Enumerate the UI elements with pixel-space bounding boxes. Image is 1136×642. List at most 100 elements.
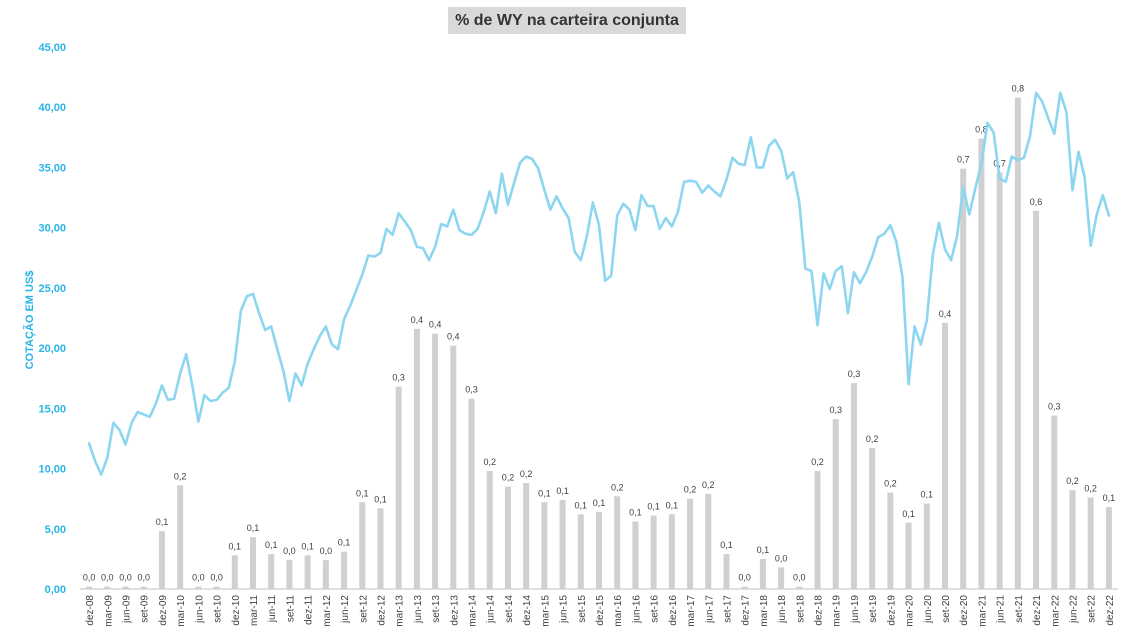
bar-data-label: 0,0: [119, 573, 132, 583]
x-tick-label: set-14: [504, 595, 515, 623]
x-tick-labels: dez-08 mar-09 jun-09 set-09 dez-09 mar-10 jun-…: [85, 595, 1116, 627]
bar: [377, 508, 384, 589]
bar-data-labels: 0,0 0,0 0,0 0,0 0,1 0,2 0,0 0,0 0,1 0,1 0,1 0,0 0,1 0…: [83, 84, 1115, 583]
bar-data-label: 0,1: [720, 540, 733, 550]
bar-data-label: 0,1: [156, 517, 169, 527]
chart-title: % de WY na carteira conjunta: [448, 7, 686, 34]
x-tick-label: set-16: [650, 595, 661, 623]
bar-data-label: 0,4: [447, 332, 460, 342]
bar: [996, 172, 1003, 590]
x-tick-label: set-09: [140, 595, 151, 623]
x-tick-label: set-12: [358, 595, 369, 623]
bar-data-label: 0,0: [192, 573, 205, 583]
x-tick-label: jun-16: [631, 595, 642, 624]
x-tick-label: mar-16: [613, 595, 624, 627]
x-tick-label: dez-22: [1105, 595, 1116, 626]
bar: [250, 537, 256, 589]
bar: [923, 503, 930, 589]
bar: [1051, 415, 1058, 589]
x-tick-label: mar-17: [686, 595, 697, 627]
bar: [304, 555, 311, 589]
bar-data-label: 0,1: [1103, 493, 1116, 503]
x-tick-label: jun-21: [996, 595, 1007, 624]
bar: [341, 551, 348, 589]
x-tick-label: set-19: [868, 595, 879, 623]
x-tick-label: mar-12: [322, 595, 333, 627]
bar-data-label: 0,0: [210, 573, 223, 583]
bar-data-label: 0,2: [866, 434, 879, 444]
bar: [213, 586, 220, 589]
bar-data-label: 0,3: [392, 373, 405, 383]
bar-data-label: 0,1: [356, 488, 369, 498]
y-tick-label: 15,00: [38, 403, 66, 415]
bar-data-label: 0,2: [884, 479, 897, 489]
y-tick-label: 5,00: [45, 524, 66, 536]
bar: [122, 586, 129, 589]
x-tick-label: mar-18: [759, 595, 770, 627]
bar: [395, 386, 402, 589]
x-tick-label: jun-20: [923, 595, 934, 624]
bar: [741, 586, 748, 589]
bar: [177, 485, 184, 589]
bar: [158, 531, 165, 589]
bar: [286, 560, 293, 589]
y-tick-label: 25,00: [38, 283, 66, 295]
bar: [577, 514, 584, 589]
x-tick-label: dez-15: [595, 595, 606, 626]
x-tick-label: mar-10: [176, 595, 187, 627]
bar: [1014, 97, 1021, 589]
x-tick-label: dez-09: [158, 595, 169, 626]
bar: [104, 586, 111, 589]
bar: [632, 521, 639, 589]
x-tick-label: jun-13: [413, 595, 424, 624]
bar-data-label: 0,1: [902, 509, 915, 519]
bar-data-label: 0,1: [247, 523, 260, 533]
bar: [832, 419, 839, 589]
bar: [596, 511, 602, 589]
bar-data-label: 0,0: [283, 546, 296, 556]
bar-series: [86, 97, 1112, 590]
x-tick-label: jun-15: [559, 595, 570, 624]
x-tick-label: dez-21: [1032, 595, 1043, 626]
bar: [86, 586, 93, 589]
bar: [541, 502, 548, 589]
x-tick-label: jun-18: [777, 595, 788, 624]
bar: [1105, 507, 1112, 589]
bar-data-label: 0,2: [611, 482, 624, 492]
bar: [687, 498, 694, 589]
y-tick-label: 40,00: [38, 102, 66, 114]
bar: [814, 470, 821, 589]
x-tick-label: set-13: [431, 595, 442, 623]
bar-data-label: 0,3: [1048, 402, 1061, 412]
bar: [650, 515, 657, 589]
bar: [268, 554, 275, 589]
bar-data-label: 0,2: [702, 480, 715, 490]
x-tick-label: set-11: [285, 595, 296, 622]
bar-data-label: 0,8: [1012, 84, 1025, 94]
bar: [723, 554, 730, 589]
x-tick-label: mar-19: [832, 595, 843, 627]
x-tick-label: jun-22: [1068, 595, 1079, 624]
y-tick-label: 20,00: [38, 343, 66, 355]
y-tick-labels: 0,00 5,00 10,00 15,00 20,00 25,00 30,00 35,00 40…: [38, 42, 66, 596]
x-tick-label: set-15: [577, 595, 588, 623]
x-tick-label: mar-13: [395, 595, 406, 627]
bar: [668, 514, 675, 589]
bar-data-label: 0,1: [265, 540, 278, 550]
x-tick-label: jun-10: [194, 595, 205, 624]
bar: [450, 345, 457, 589]
y-axis-label: COTAÇÃO EM US$: [24, 270, 36, 370]
bar-data-label: 0,1: [666, 500, 679, 510]
bar-data-label: 0,1: [757, 545, 770, 555]
y-tick-label: 35,00: [38, 162, 66, 174]
bar: [322, 560, 329, 589]
x-tick-label: dez-10: [231, 595, 242, 626]
bar-data-label: 0,3: [848, 369, 861, 379]
bar-data-label: 0,2: [520, 469, 533, 479]
x-tick-label: set-18: [795, 595, 806, 623]
x-tick-label: dez-19: [886, 595, 897, 626]
bar-data-label: 0,1: [593, 498, 606, 508]
bar-data-label: 0,1: [647, 502, 660, 512]
bar-data-label: 0,6: [1030, 197, 1043, 207]
